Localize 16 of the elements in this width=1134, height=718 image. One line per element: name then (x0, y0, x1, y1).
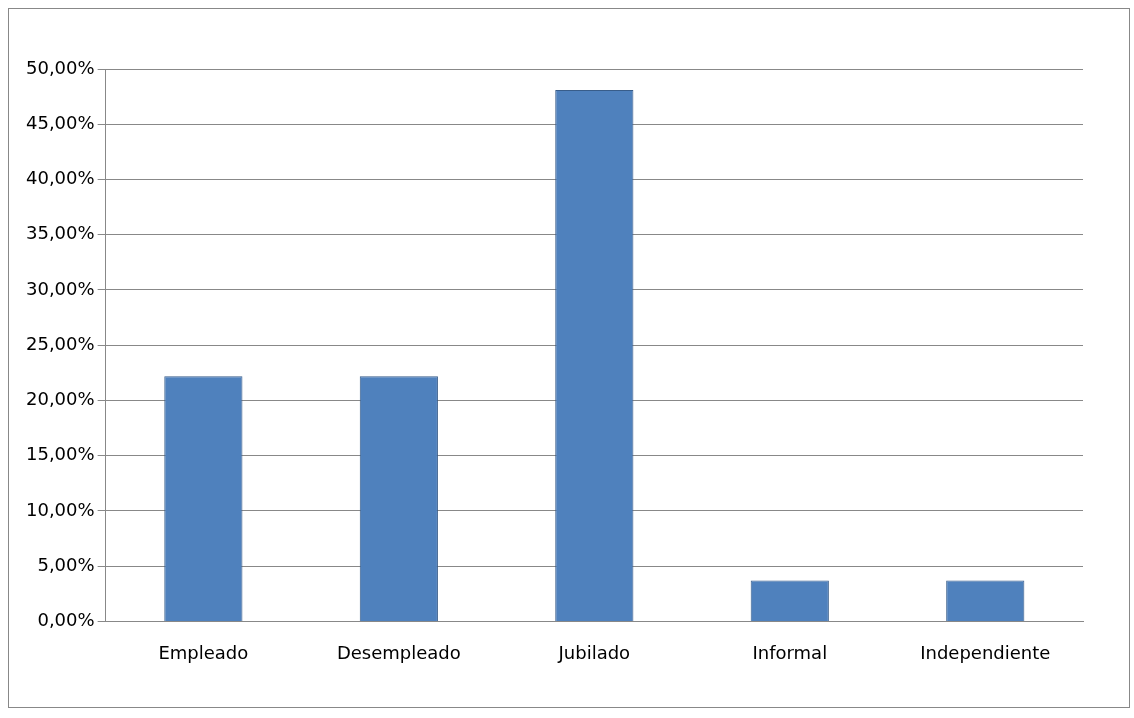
y-tick-label: 15,00% (25, 443, 95, 465)
y-tick-label: 5,00% (37, 553, 95, 575)
y-tick-label: 50,00% (25, 56, 95, 78)
x-tick-label: Independiente (920, 641, 1051, 663)
y-tick-label: 30,00% (25, 277, 95, 299)
y-tick-label: 25,00% (25, 332, 95, 354)
x-tick-label: Informal (752, 641, 828, 663)
y-tick-label: 20,00% (25, 388, 95, 410)
y-tick-label: 0,00% (37, 609, 95, 631)
x-tick-label: Empleado (158, 641, 249, 663)
x-tick-label: Desempleado (336, 641, 461, 663)
x-tick-label: Jubilado (557, 641, 631, 663)
y-tick-label: 40,00% (25, 167, 95, 189)
y-tick-label: 10,00% (25, 498, 95, 520)
y-tick-label: 35,00% (25, 222, 95, 244)
y-tick-label: 45,00% (25, 111, 95, 133)
